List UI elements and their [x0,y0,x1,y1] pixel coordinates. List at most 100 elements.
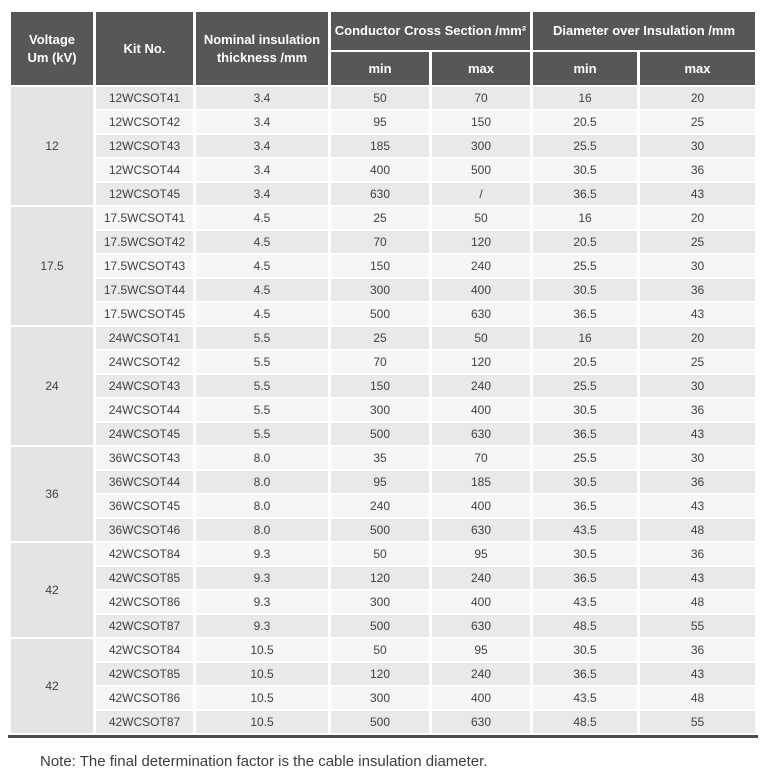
diameter-max-cell: 30 [640,135,755,157]
diameter-max-cell: 55 [640,711,755,733]
table-row: 42 42WCSOT84 9.3 50 95 30.5 36 [11,543,755,637]
table-row: 36WCSOT45 8.0 240 400 36.5 43 [11,495,755,517]
conductor-max-cell: / [432,183,530,205]
nominal-thickness-cell: 3.4 [196,111,328,133]
conductor-min-cell: 25 [331,207,429,229]
diameter-max-cell: 25 [640,231,755,253]
diameter-min-cell: 48.5 [533,711,637,733]
conductor-min-cell: 50 [331,87,429,109]
table-row: 24WCSOT42 5.5 70 120 20.5 25 [11,351,755,373]
conductor-min-cell: 95 [331,111,429,133]
kit-no-cell: 42WCSOT87 [96,711,193,733]
spec-table: Voltage Um (kV) Kit No. Nominal insulati… [8,10,758,735]
kit-no-cell: 36WCSOT45 [96,495,193,517]
nominal-thickness-cell: 3.4 [196,135,328,157]
diameter-min-cell: 30.5 [533,279,637,301]
voltage-cell: 24 [11,327,93,445]
kit-no-cell: 17.5WCSOT45 [96,303,193,325]
nominal-thickness-cell: 3.4 [196,87,328,109]
table-note: Note: The final determination factor is … [40,753,488,770]
kit-no-cell: 42WCSOT87 [96,615,193,637]
table-row: 42WCSOT86 9.3 300 400 43.5 48 [11,591,755,613]
table-row: 24 24WCSOT41 5.5 25 50 16 20 [11,327,755,445]
header-diameter-min: min [533,52,637,85]
conductor-max-cell: 300 [432,135,530,157]
conductor-min-cell: 630 [331,183,429,205]
header-diameter-over-insulation: Diameter over Insulation /mm [533,12,755,50]
kit-no-cell: 12WCSOT41 [96,87,193,109]
conductor-min-cell: 500 [331,615,429,637]
table-row: 24WCSOT44 5.5 300 400 30.5 36 [11,399,755,421]
conductor-min-cell: 35 [331,447,429,469]
table-row: 36WCSOT44 8.0 95 185 30.5 36 [11,471,755,493]
conductor-min-cell: 185 [331,135,429,157]
conductor-min-cell: 500 [331,423,429,445]
conductor-max-cell: 240 [432,663,530,685]
diameter-min-cell: 30.5 [533,543,637,565]
nominal-thickness-cell: 10.5 [196,663,328,685]
diameter-max-cell: 36 [640,543,755,565]
conductor-min-cell: 500 [331,303,429,325]
kit-no-cell: 42WCSOT84 [96,543,193,565]
conductor-min-cell: 120 [331,567,429,589]
nominal-thickness-cell: 5.5 [196,351,328,373]
table-row: 12WCSOT45 3.4 630/36.5 43 [11,183,755,205]
diameter-max-cell: 48 [640,687,755,709]
conductor-max-cell: 120 [432,351,530,373]
conductor-min-cell: 300 [331,399,429,421]
conductor-min-cell: 500 [331,711,429,733]
diameter-max-cell: 55 [640,615,755,637]
conductor-min-cell: 240 [331,495,429,517]
diameter-min-cell: 36.5 [533,567,637,589]
diameter-max-cell: 43 [640,495,755,517]
conductor-min-cell: 70 [331,351,429,373]
diameter-min-cell: 43.5 [533,687,637,709]
nominal-thickness-cell: 10.5 [196,687,328,709]
table-row: 42WCSOT87 9.3 500 630 48.5 55 [11,615,755,637]
kit-no-cell: 12WCSOT45 [96,183,193,205]
kit-no-cell: 17.5WCSOT41 [96,207,193,229]
kit-no-cell: 42WCSOT85 [96,567,193,589]
conductor-max-cell: 630 [432,615,530,637]
voltage-cell: 36 [11,447,93,541]
conductor-max-cell: 400 [432,279,530,301]
conductor-max-cell: 70 [432,87,530,109]
kit-no-cell: 36WCSOT44 [96,471,193,493]
conductor-min-cell: 300 [331,687,429,709]
conductor-max-cell: 150 [432,111,530,133]
diameter-max-cell: 36 [640,471,755,493]
header-nominal-insulation-thickness: Nominal insulation thickness /mm [196,12,328,85]
conductor-max-cell: 400 [432,687,530,709]
nominal-thickness-cell: 4.5 [196,279,328,301]
table-row: 17.5WCSOT43 4.5 150 240 25.5 30 [11,255,755,277]
diameter-min-cell: 30.5 [533,159,637,181]
diameter-max-cell: 48 [640,591,755,613]
diameter-max-cell: 20 [640,327,755,349]
voltage-cell: 12 [11,87,93,205]
nominal-thickness-cell: 5.5 [196,399,328,421]
diameter-max-cell: 30 [640,375,755,397]
nominal-thickness-cell: 3.4 [196,183,328,205]
header-row-groups: Voltage Um (kV) Kit No. Nominal insulati… [11,12,755,85]
table-row: 42 42WCSOT84 10.5 50 95 30.5 36 [11,639,755,733]
table-row: 17.5WCSOT42 4.5 70 120 20.5 25 [11,231,755,253]
table-row: 42WCSOT85 9.3 120 240 36.5 43 [11,567,755,589]
diameter-min-cell: 30.5 [533,639,637,661]
diameter-min-cell: 30.5 [533,399,637,421]
diameter-max-cell: 25 [640,351,755,373]
kit-no-cell: 24WCSOT44 [96,399,193,421]
nominal-thickness-cell: 4.5 [196,207,328,229]
conductor-min-cell: 150 [331,255,429,277]
diameter-max-cell: 43 [640,423,755,445]
diameter-max-cell: 20 [640,87,755,109]
conductor-max-cell: 630 [432,303,530,325]
diameter-max-cell: 43 [640,567,755,589]
conductor-max-cell: 95 [432,543,530,565]
kit-no-cell: 36WCSOT43 [96,447,193,469]
kit-no-cell: 42WCSOT84 [96,639,193,661]
diameter-min-cell: 20.5 [533,351,637,373]
nominal-thickness-cell: 10.5 [196,639,328,661]
nominal-thickness-cell: 3.4 [196,159,328,181]
conductor-min-cell: 300 [331,279,429,301]
nominal-thickness-cell: 5.5 [196,327,328,349]
